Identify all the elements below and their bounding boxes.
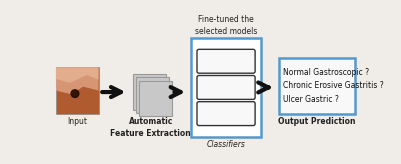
Text: Classifiers: Classifiers: [207, 140, 245, 149]
Text: Chronic Erosive Gastritis ?: Chronic Erosive Gastritis ?: [284, 81, 384, 90]
Text: Output Prediction: Output Prediction: [278, 117, 355, 126]
FancyBboxPatch shape: [139, 81, 172, 116]
FancyBboxPatch shape: [279, 58, 355, 114]
Text: Automatic
Feature Extraction: Automatic Feature Extraction: [111, 117, 191, 138]
Circle shape: [73, 91, 77, 96]
FancyBboxPatch shape: [197, 49, 255, 73]
Text: Ulcer Gastric ?: Ulcer Gastric ?: [284, 95, 339, 104]
FancyBboxPatch shape: [197, 75, 255, 99]
Text: VGG-16: VGG-16: [210, 109, 242, 118]
Text: ResNet-50: ResNet-50: [204, 83, 248, 92]
Text: Inception V3: Inception V3: [200, 57, 252, 66]
Polygon shape: [56, 67, 99, 94]
Text: Fine-tuned the
selected models: Fine-tuned the selected models: [195, 15, 257, 36]
FancyBboxPatch shape: [56, 67, 99, 114]
FancyBboxPatch shape: [136, 77, 169, 113]
Text: Normal Gastroscopic ?: Normal Gastroscopic ?: [284, 68, 370, 77]
FancyBboxPatch shape: [191, 38, 261, 137]
FancyBboxPatch shape: [133, 74, 166, 110]
Text: Input: Input: [67, 117, 87, 126]
Polygon shape: [56, 67, 99, 83]
FancyBboxPatch shape: [197, 102, 255, 126]
Circle shape: [71, 90, 79, 97]
